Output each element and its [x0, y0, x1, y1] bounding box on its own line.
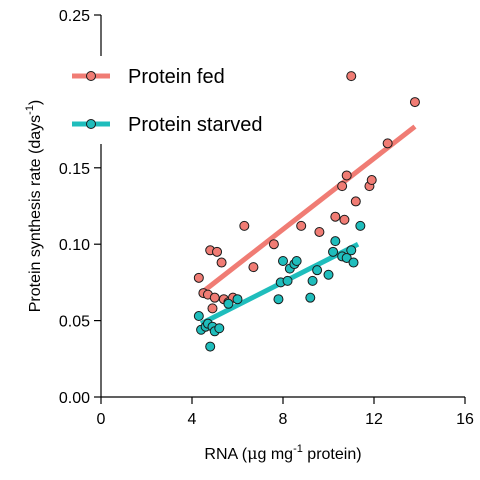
- data-point: [366, 175, 377, 186]
- axes: 0 4 8 12 16 0.00 0.05 0.10 0.15 0.25: [59, 8, 474, 428]
- data-point: [282, 275, 293, 286]
- data-point: [296, 220, 307, 231]
- x-tick-label: 0: [97, 411, 106, 428]
- data-point: [409, 97, 420, 108]
- data-point: [341, 170, 352, 181]
- legend-marker: [86, 71, 96, 81]
- y-axis-title: Protein synthesis rate (days-1): [24, 100, 44, 313]
- data-point: [382, 138, 393, 149]
- data-point: [273, 294, 284, 305]
- data-point: [305, 292, 316, 303]
- data-point: [346, 71, 357, 82]
- data-points: [193, 71, 420, 352]
- data-point: [268, 239, 279, 250]
- x-tick-label: 4: [188, 411, 197, 428]
- legend-label: Protein starved: [128, 114, 263, 136]
- x-tick-label: 16: [456, 411, 474, 428]
- legend: Protein fed Protein starved: [62, 56, 302, 144]
- data-point: [248, 262, 259, 273]
- data-point: [278, 256, 288, 267]
- y-tick-label: 0.15: [59, 161, 90, 178]
- data-point: [348, 257, 359, 268]
- data-point: [205, 341, 216, 352]
- data-point: [207, 303, 218, 314]
- data-point: [291, 256, 302, 267]
- data-point: [193, 272, 204, 283]
- data-point: [312, 265, 323, 276]
- legend-label: Protein fed: [128, 66, 225, 88]
- data-point: [350, 196, 361, 207]
- data-point: [330, 236, 341, 247]
- data-point: [323, 269, 334, 280]
- data-point: [341, 252, 352, 263]
- data-point: [223, 298, 234, 309]
- data-point: [328, 246, 339, 257]
- legend-marker: [86, 119, 96, 129]
- y-tick-label: 0.10: [59, 237, 90, 254]
- x-axis-title: RNA (μg mg-1 protein): [204, 443, 361, 463]
- data-point: [212, 246, 223, 257]
- data-point: [307, 275, 318, 286]
- x-tick-label: 8: [279, 411, 288, 428]
- data-point: [216, 257, 227, 268]
- data-point: [193, 311, 204, 322]
- x-tick-label: 12: [365, 411, 383, 428]
- data-point: [330, 211, 341, 222]
- axis-titles: RNA (μg mg-1 protein) Protein synthesis r…: [24, 100, 362, 463]
- fit-line-fed: [199, 124, 417, 296]
- y-tick-label: 0.25: [59, 8, 90, 25]
- y-tick-label: 0.00: [59, 390, 90, 407]
- data-point: [337, 181, 348, 192]
- series-fed-points: [193, 71, 420, 314]
- data-point: [239, 220, 250, 231]
- data-point: [232, 294, 243, 305]
- legend-background: [62, 56, 302, 144]
- data-point: [209, 292, 220, 303]
- data-point: [346, 245, 357, 256]
- data-point: [214, 323, 225, 334]
- y-tick-label: 0.05: [59, 314, 90, 331]
- data-point: [355, 220, 366, 231]
- data-point: [314, 226, 325, 237]
- series-starved-points: [193, 220, 366, 352]
- data-point: [339, 214, 350, 225]
